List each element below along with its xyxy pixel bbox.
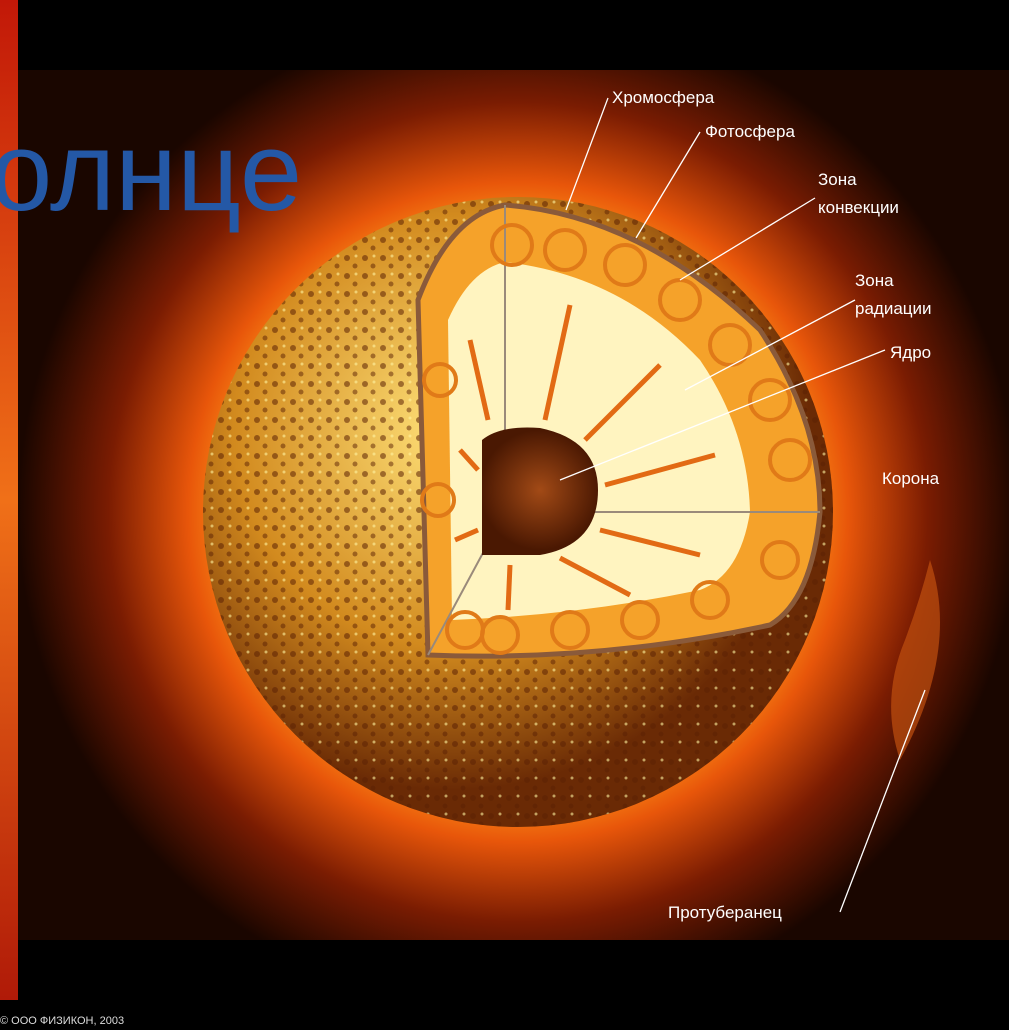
label: радиации xyxy=(855,299,932,318)
label: Корона xyxy=(882,469,940,488)
slide-title: олнце xyxy=(0,109,302,234)
label: Зона xyxy=(818,170,857,189)
left-strip xyxy=(0,0,18,1000)
label: Хромосфера xyxy=(612,88,715,107)
radiation-arrows xyxy=(454,304,716,611)
copyright: © ООО ФИЗИКОН, 2003 xyxy=(0,1015,124,1027)
label: Протуберанец xyxy=(668,903,782,922)
label: Фотосфера xyxy=(705,122,795,141)
leader-lines xyxy=(559,97,926,913)
convection-cells xyxy=(420,223,812,655)
top-band xyxy=(0,0,1009,70)
label: Ядро xyxy=(890,343,931,362)
label: конвекции xyxy=(818,198,899,217)
label: Зона xyxy=(855,271,894,290)
core xyxy=(482,427,598,555)
prominence xyxy=(891,560,940,760)
